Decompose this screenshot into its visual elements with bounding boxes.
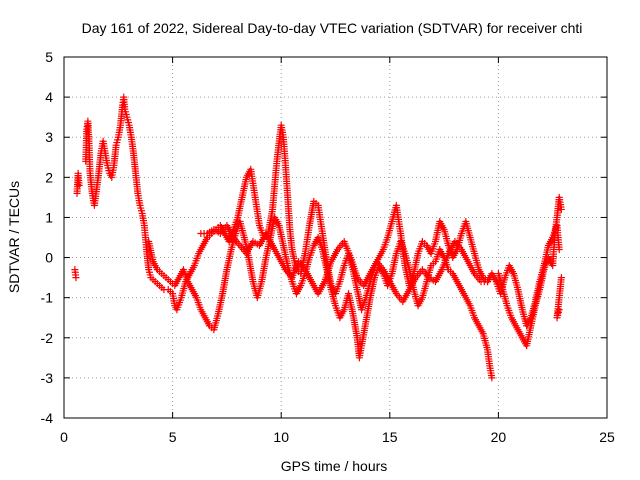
x-tick-label: 25 — [599, 429, 615, 445]
chart-title: Day 161 of 2022, Sidereal Day-to-day VTE… — [82, 20, 583, 36]
y-tick-label: -2 — [41, 330, 54, 346]
plot-frame — [63, 56, 608, 419]
y-tick-label: 4 — [45, 89, 53, 105]
x-tick-label: 5 — [169, 429, 177, 445]
data-point — [72, 274, 80, 282]
y-tick-label: 1 — [45, 209, 53, 225]
x-tick-label: 15 — [382, 429, 398, 445]
y-tick-label: -1 — [41, 290, 54, 306]
y-tick-label: 0 — [45, 250, 53, 266]
data-point — [484, 278, 492, 286]
plot-frame-border — [63, 56, 608, 419]
y-tick-label: -3 — [41, 370, 54, 386]
y-tick-label: 2 — [45, 169, 53, 185]
y-tick-label: 5 — [45, 49, 53, 65]
y-axis-label: SDTVAR / TECUs — [6, 181, 22, 293]
x-tick-label: 20 — [491, 429, 507, 445]
data-point — [555, 306, 563, 314]
data-points — [71, 93, 565, 382]
y-tick-label: -4 — [41, 410, 54, 426]
y-tick-label: 3 — [45, 129, 53, 145]
data-point — [75, 181, 83, 189]
axis-ticks: 0 5 10 15 20 25 -4 -3 -2 -1 0 1 2 3 4 5 — [41, 49, 615, 445]
x-tick-label: 0 — [60, 429, 68, 445]
x-axis-label: GPS time / hours — [281, 458, 388, 474]
data-point — [488, 374, 496, 382]
x-tick-label: 10 — [273, 429, 289, 445]
data-point — [557, 205, 565, 213]
